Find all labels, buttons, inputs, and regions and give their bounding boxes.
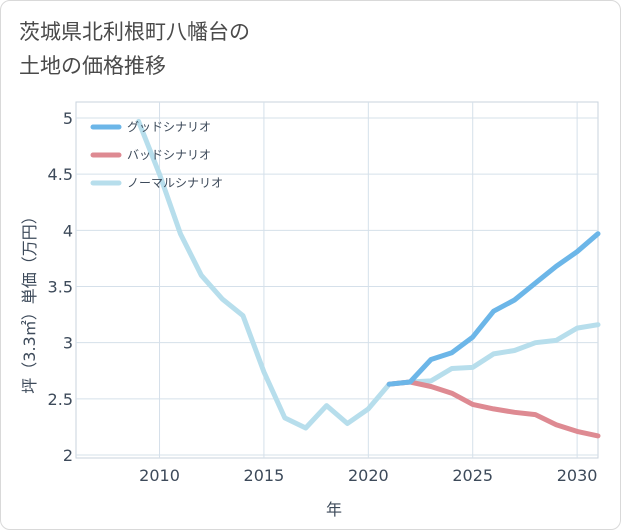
- y-tick-label: 2: [63, 446, 73, 465]
- y-tick-labels: 2 2.5 3 3.5 4 4.5 5: [48, 109, 73, 465]
- y-tick-label: 4: [63, 221, 73, 240]
- x-tick-label: 2030: [557, 466, 598, 485]
- x-tick-label: 2020: [348, 466, 389, 485]
- chart-title-line1: 茨城県北利根町八幡台の: [19, 20, 250, 44]
- series-line-normal: [136, 118, 601, 431]
- legend-label: バッドシナリオ: [127, 148, 211, 162]
- y-tick-label: 3.5: [48, 278, 73, 297]
- y-axis-title: 坪（3.3㎡）単価（万円）: [20, 208, 39, 393]
- chart-title-line2: 土地の価格推移: [19, 54, 166, 78]
- legend-label: グッドシナリオ: [127, 120, 211, 134]
- x-tick-label: 2015: [244, 466, 285, 485]
- y-tick-label: 2.5: [48, 390, 73, 409]
- x-tick-labels: 2010 2015 2020 2025 2030: [139, 466, 597, 485]
- chart-title: 茨城県北利根町八幡台の 土地の価格推移: [19, 15, 250, 83]
- series-line-bad: [386, 379, 601, 439]
- y-tick-label: 5: [63, 109, 73, 128]
- grid: [76, 102, 598, 458]
- y-tick-label: 3: [63, 334, 73, 353]
- x-tick-label: 2025: [452, 466, 493, 485]
- series-lines: [136, 118, 601, 439]
- series-line-good: [386, 231, 601, 387]
- x-tick-label: 2010: [139, 466, 180, 485]
- legend-label: ノーマルシナリオ: [127, 176, 223, 190]
- y-tick-label: 4.5: [48, 165, 73, 184]
- x-axis-title: 年: [326, 500, 342, 519]
